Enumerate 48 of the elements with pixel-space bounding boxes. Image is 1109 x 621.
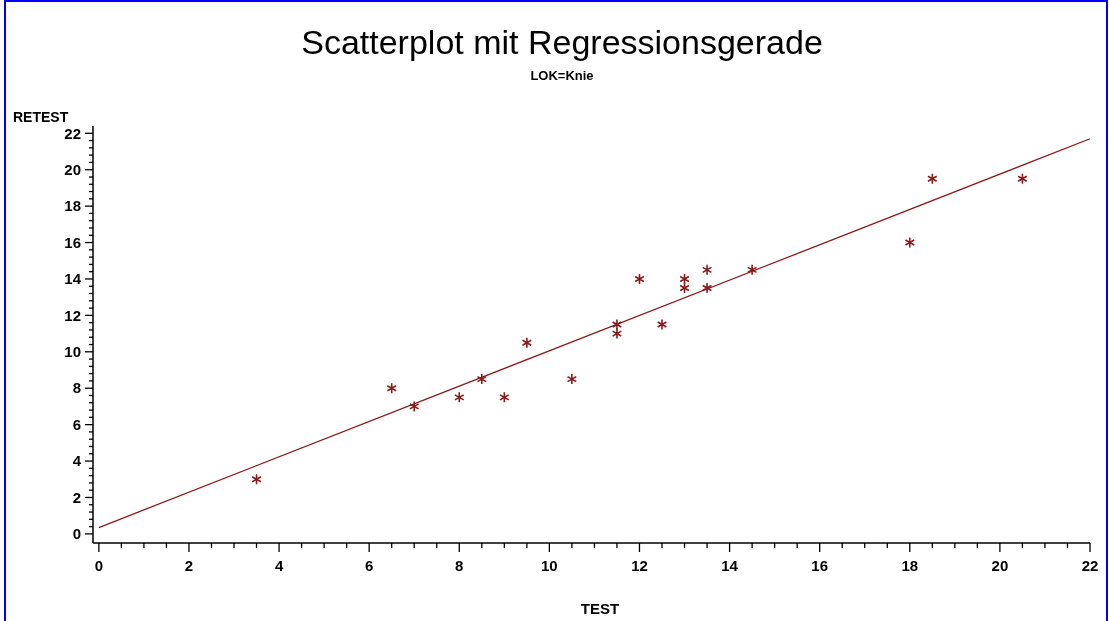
point xyxy=(927,173,938,185)
point xyxy=(409,400,420,413)
y-tick-label: 16 xyxy=(64,233,81,251)
point xyxy=(746,264,758,276)
point xyxy=(634,273,645,285)
point xyxy=(521,336,532,349)
y-tick-label: 12 xyxy=(64,306,81,324)
point xyxy=(611,327,623,340)
y-tick-label: 22 xyxy=(64,124,81,142)
y-tick-label: 20 xyxy=(64,160,81,178)
x-tick-label: 0 xyxy=(94,557,104,574)
y-tick-label: 18 xyxy=(64,197,81,215)
x-tick-label: 8 xyxy=(455,557,464,574)
chart-title: Scatterplot mit Regressionsgerade xyxy=(301,23,823,61)
point xyxy=(701,264,713,276)
x-axis-title: TEST xyxy=(580,600,620,617)
x-tick-label: 18 xyxy=(901,557,919,574)
y-axis-title: RETEST xyxy=(13,109,69,125)
point xyxy=(679,273,690,285)
point xyxy=(499,391,510,404)
y-tick-label: 0 xyxy=(72,525,81,543)
x-tick-label: 2 xyxy=(184,557,194,574)
x-tick-label: 14 xyxy=(721,557,739,574)
point xyxy=(476,373,487,385)
x-tick-label: 12 xyxy=(631,557,648,574)
y-tick-label: 8 xyxy=(72,379,81,397)
x-tick-label: 10 xyxy=(541,557,558,574)
point xyxy=(611,318,623,331)
point xyxy=(701,282,713,294)
y-tick-label: 6 xyxy=(72,415,81,433)
point xyxy=(386,382,397,395)
y-tick-label: 4 xyxy=(72,452,82,470)
point xyxy=(566,373,578,385)
point xyxy=(656,318,668,331)
point xyxy=(251,473,262,486)
x-tick-label: 16 xyxy=(811,557,829,574)
x-tick-label: 22 xyxy=(1081,557,1099,574)
y-tick-label: 10 xyxy=(64,343,81,361)
point xyxy=(679,282,690,294)
point xyxy=(454,391,465,404)
y-tick-label: 2 xyxy=(72,488,81,506)
chart-subtitle: LOK=Knie xyxy=(530,68,594,83)
y-tick-label: 14 xyxy=(64,270,82,288)
x-tick-label: 6 xyxy=(365,557,374,574)
x-tick-label: 20 xyxy=(991,557,1009,574)
point xyxy=(1017,173,1028,185)
x-tick-label: 4 xyxy=(274,557,284,574)
point xyxy=(904,236,915,249)
